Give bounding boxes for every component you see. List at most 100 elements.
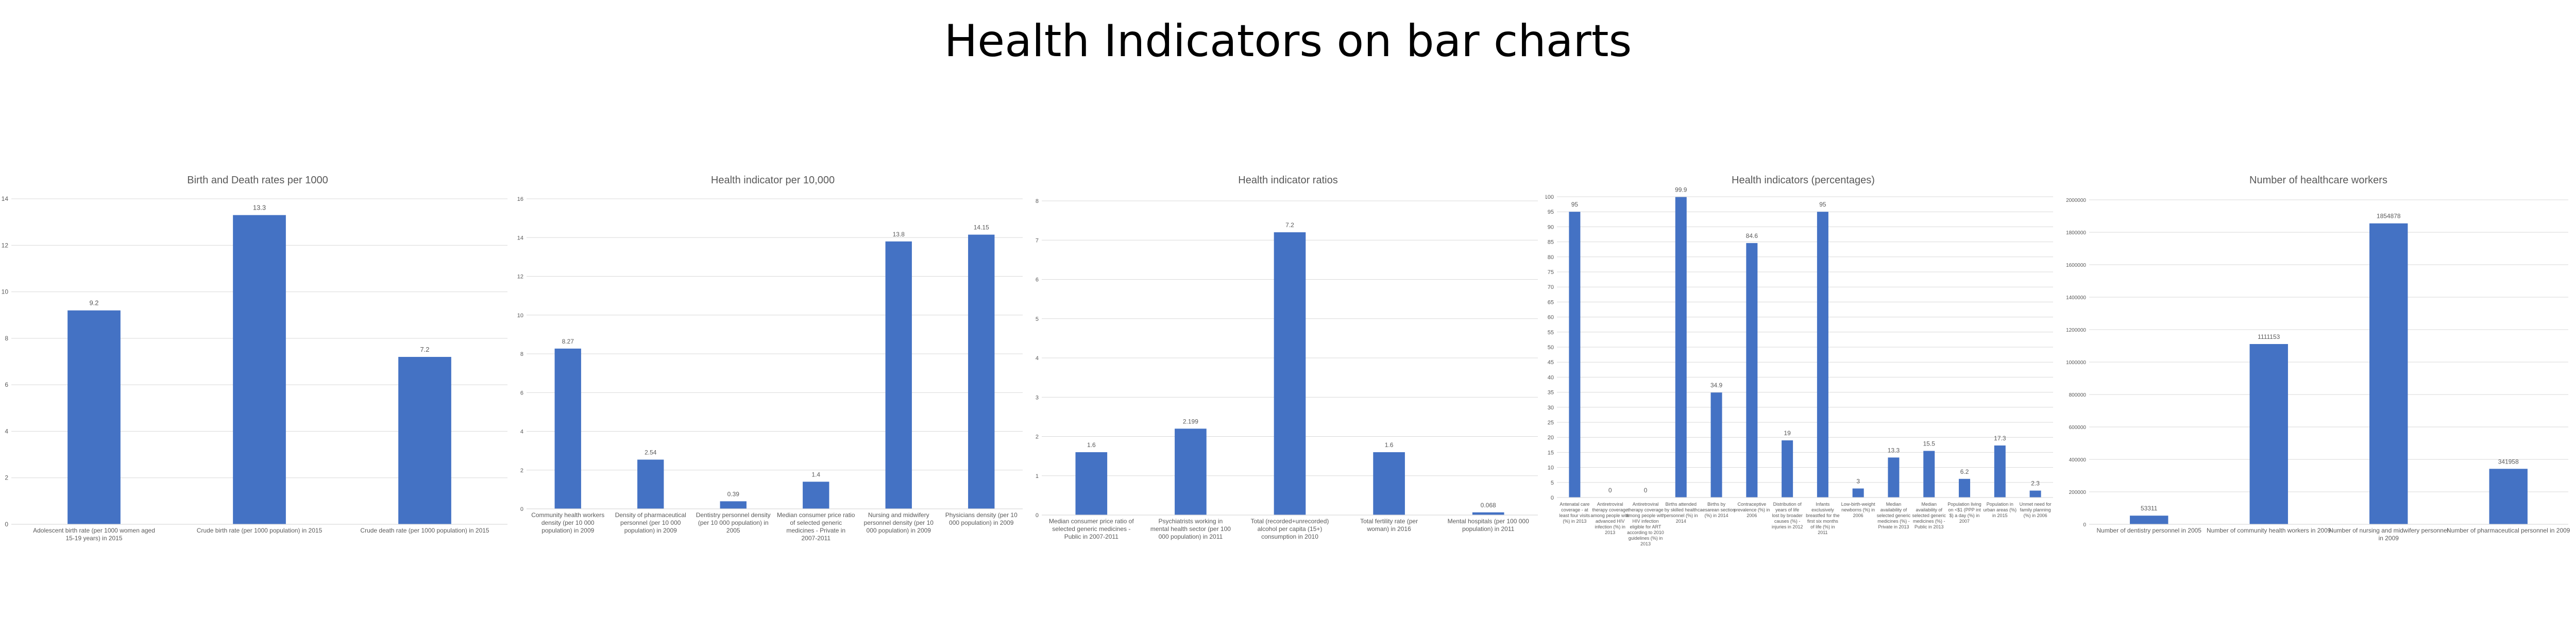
data-label: 17.3: [1994, 435, 2006, 442]
bar: [1959, 478, 1971, 498]
chart-title: Health indicators (percentages): [1732, 175, 1875, 186]
bar: [1852, 488, 1864, 498]
bar: [1175, 429, 1207, 515]
bar: [637, 459, 664, 509]
chart-svg: Number of healthcare workers 0 200000 40000…: [2066, 175, 2570, 542]
y-tick-label: 800000: [2069, 392, 2087, 398]
y-tick-label: 1000000: [2066, 360, 2086, 366]
bar: [2369, 223, 2408, 524]
data-label: 3: [1856, 477, 1860, 485]
chart-svg: Health indicator ratios 0 1 2 3 4 5 6 7 8 1.6 Media…: [1036, 175, 1538, 540]
bar: [1075, 452, 1108, 515]
data-label: 341958: [2498, 458, 2519, 465]
x-tick-label: Contraceptive prevalence (%) in 2006: [1734, 502, 1770, 518]
x-tick-label: Median consumer price ratio of selected g…: [1049, 518, 1134, 540]
x-tick-label: Births attended by skilled health personne…: [1664, 502, 1698, 524]
bar: [67, 310, 121, 524]
data-label: 13.3: [1888, 447, 1900, 454]
x-tick-label: Total (recorded+unrecorded) alcohol per c…: [1251, 518, 1329, 540]
bar: [1817, 212, 1828, 498]
y-tick-label: 0: [5, 521, 8, 528]
data-label: 2.54: [645, 449, 657, 456]
data-label: 0: [1644, 487, 1648, 494]
data-label: 13.8: [893, 231, 905, 238]
data-label: 9.2: [89, 299, 98, 307]
y-tick-label: 7: [1036, 237, 1039, 244]
x-tick-label: Antenatal care coverage - at least four vi…: [1560, 502, 1590, 524]
y-tick-label: 1600000: [2066, 263, 2086, 268]
y-tick-label: 100: [1546, 194, 1554, 200]
y-tick-label: 14: [2, 195, 9, 202]
x-tick-label: Median availability of selected generic med…: [1877, 502, 1911, 529]
bar: [885, 241, 912, 509]
bar: [554, 348, 581, 509]
x-tick-label: Number of nursing and midwifery personne…: [2329, 527, 2448, 542]
data-label: 7.2: [1285, 221, 1294, 229]
y-tick-label: 95: [1548, 209, 1554, 215]
data-label: 1.6: [1087, 441, 1096, 449]
data-label: 95: [1819, 201, 1826, 208]
y-tick-label: 600000: [2069, 425, 2087, 431]
bar: [720, 501, 747, 509]
data-label: 14.15: [974, 224, 989, 231]
data-label: 0.39: [727, 490, 740, 498]
y-tick-label: 40: [1548, 374, 1554, 381]
y-tick-label: 75: [1548, 269, 1554, 276]
bar: [1274, 232, 1306, 515]
x-tick-label: Distribution of years of life lost by broa…: [1772, 502, 1803, 529]
y-tick-label: 12: [2, 242, 9, 249]
x-tick-label: Crude death rate (per 1000 population) i…: [360, 527, 489, 534]
bar: [803, 482, 829, 509]
x-tick-label: Median availability of selected generic med…: [1912, 502, 1946, 529]
y-tick-label: 0: [520, 506, 523, 512]
y-tick-label: 12: [517, 274, 523, 280]
x-tick-label: Infants exclusively breastfed for the first…: [1806, 502, 1840, 535]
x-tick-label: Births by caesarean section (%) in 2014: [1698, 502, 1735, 518]
data-label: 53311: [2141, 505, 2158, 512]
data-label: 1.4: [811, 471, 820, 478]
y-tick-label: 45: [1548, 359, 1554, 366]
bar: [968, 234, 995, 509]
page-title: Health Indicators on bar charts: [944, 15, 1632, 67]
chart-title: Number of healthcare workers: [2249, 175, 2387, 186]
chart-per-10000: Health indicator per 10,000 0 2 4 6 8 10 12 14 16…: [515, 170, 1030, 561]
x-tick-label: Nursing and midwifery personnel density (…: [864, 511, 934, 534]
bar: [1746, 243, 1758, 498]
y-tick-label: 2000000: [2066, 198, 2086, 203]
x-tick-label: Population in urban areas (%) in 2015: [1984, 502, 2017, 518]
bar: [1782, 440, 1793, 498]
bar: [1373, 452, 1405, 515]
bar: [1710, 392, 1722, 498]
data-label: 99.9: [1675, 186, 1687, 194]
chart-ratios: Health indicator ratios 0 1 2 3 4 5 6 7 8 1.6 Media…: [1030, 170, 1546, 561]
chart-svg: Health indicator per 10,000 0 2 4 6 8 10 12 14 16…: [517, 175, 1023, 542]
x-tick-label: Psychiatrists working in mental health se…: [1150, 518, 1231, 540]
y-tick-label: 2: [5, 474, 8, 482]
bar: [2029, 490, 2041, 498]
x-tick-label: Number of community health workers in 20…: [2207, 527, 2331, 534]
data-label: 1.6: [1385, 441, 1394, 449]
chart-healthcare-workers: Number of healthcare workers 0 200000 40000…: [2061, 170, 2576, 561]
y-tick-label: 4: [520, 429, 523, 435]
y-tick-label: 2: [520, 468, 523, 474]
y-tick-label: 4: [1036, 355, 1039, 362]
y-tick-label: 80: [1548, 254, 1554, 261]
bar: [1675, 197, 1687, 498]
y-tick-label: 1800000: [2066, 230, 2086, 236]
y-tick-label: 1: [1036, 473, 1039, 479]
y-tick-label: 8: [5, 335, 8, 342]
chart-percentages: Health indicators (percentages) 0 5 10 15 20 2…: [1546, 170, 2061, 561]
bar: [1994, 445, 2006, 498]
y-tick-label: 35: [1548, 390, 1554, 396]
data-label: 1111153: [2258, 333, 2280, 340]
y-tick-label: 90: [1548, 224, 1554, 230]
y-tick-label: 2: [1036, 434, 1039, 440]
chart-svg: Birth and Death rates per 1000 0 2 4 6 8 10 12 1…: [2, 175, 507, 542]
y-tick-label: 5: [1036, 316, 1039, 322]
data-label: 1854878: [2377, 213, 2401, 220]
x-tick-label: Total fertility rate (per woman) in 2016: [1360, 518, 1418, 533]
bar: [233, 215, 286, 525]
data-label: 34.9: [1710, 382, 1723, 389]
y-tick-label: 8: [520, 351, 523, 357]
x-tick-label: Crude birth rate (per 1000 population) i…: [197, 527, 323, 534]
